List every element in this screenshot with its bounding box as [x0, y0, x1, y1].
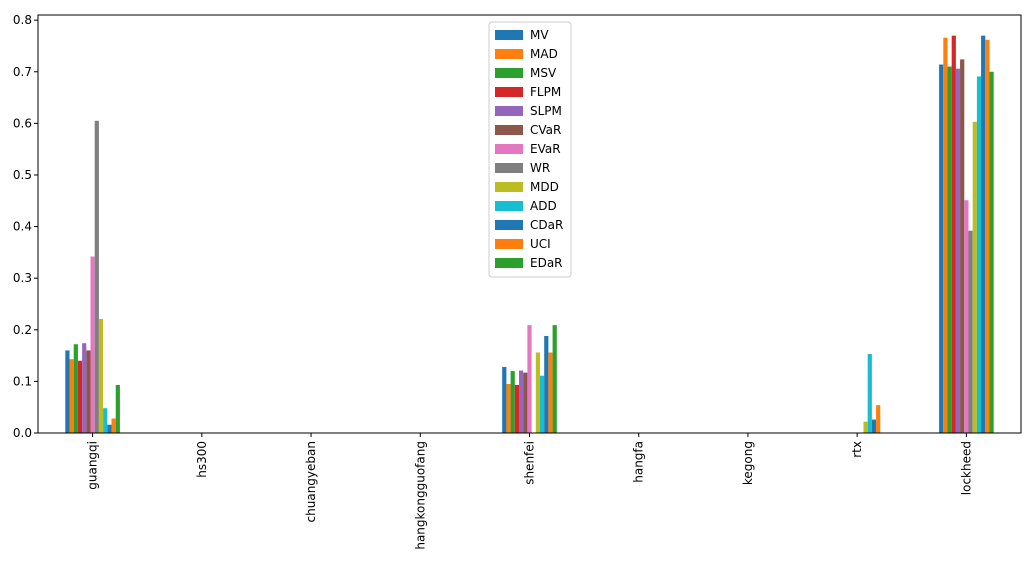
- x-tick-label-hangkongguofang: hangkongguofang: [413, 441, 427, 550]
- legend-label-mad: MAD: [530, 47, 558, 61]
- x-tick-label-guangqi: guangqi: [86, 441, 100, 490]
- y-axis: 0.0 0.1 0.2 0.3 0.4 0.5 0.6 0.7 0.8: [13, 13, 38, 440]
- y-tick-label: 0.1: [13, 374, 32, 388]
- bar-add-guangqi: [103, 408, 108, 433]
- bar-evar-shenfei: [527, 325, 532, 433]
- bar-flpm-shenfei: [514, 385, 519, 433]
- legend: MV MAD MSV FLPM SLPM CVaR EVaR WR MDD ADD CDaR UCI E…: [488, 21, 572, 278]
- legend-swatch-cdar: [495, 220, 523, 230]
- y-tick-label: 0.2: [13, 323, 32, 337]
- plot-frame: [37, 14, 1022, 434]
- legend-swatch-msv: [495, 68, 523, 78]
- bar-edar-guangqi: [115, 385, 120, 433]
- legend-swatch-mv: [495, 30, 523, 40]
- y-tick-label: 0.3: [13, 271, 32, 285]
- y-tick-label: 0.5: [13, 168, 32, 182]
- x-tick-label-kegong: kegong: [741, 441, 755, 485]
- y-tick-label: 0.4: [13, 220, 32, 234]
- bars-group: [65, 35, 994, 434]
- legend-label-cdar: CDaR: [530, 218, 563, 232]
- bar-slpm-shenfei: [519, 370, 524, 433]
- legend-label-edar: EDaR: [530, 256, 563, 270]
- bar-cvar-guangqi: [86, 350, 91, 433]
- bar-uci-shenfei: [548, 352, 553, 433]
- bar-cdar-shenfei: [544, 335, 549, 433]
- legend-label-msv: MSV: [530, 66, 557, 80]
- bar-mv-guangqi: [65, 350, 70, 433]
- legend-swatch-flpm: [495, 87, 523, 97]
- bar-uci-lockheed: [985, 39, 990, 434]
- y-tick-label: 0.0: [13, 426, 32, 440]
- bar-mdd-shenfei: [535, 352, 540, 433]
- legend-label-mv: MV: [530, 28, 549, 42]
- legend-swatch-mdd: [495, 182, 523, 192]
- x-tick-label-rtx: rtx: [850, 441, 864, 458]
- legend-swatch-uci: [495, 239, 523, 249]
- bar-evar-lockheed: [964, 200, 969, 433]
- bar-uci-rtx: [876, 405, 881, 433]
- bar-flpm-lockheed: [951, 35, 956, 433]
- legend-label-wr: WR: [530, 161, 550, 175]
- bar-msv-lockheed: [947, 66, 952, 433]
- bar-msv-shenfei: [510, 371, 515, 433]
- bar-cvar-lockheed: [960, 59, 965, 433]
- bar-uci-guangqi: [111, 418, 116, 433]
- bar-cdar-rtx: [871, 419, 877, 433]
- bar-add-lockheed: [976, 76, 982, 433]
- bar-mv-lockheed: [939, 64, 944, 433]
- bar-slpm-guangqi: [82, 343, 87, 433]
- legend-label-slpm: SLPM: [530, 104, 562, 118]
- bar-mdd-lockheed: [972, 121, 977, 433]
- legend-swatch-evar: [495, 144, 523, 154]
- bar-add-shenfei: [540, 375, 545, 433]
- bar-mv-shenfei: [502, 366, 507, 433]
- bar-msv-guangqi: [73, 344, 78, 433]
- bar-mad-shenfei: [506, 383, 511, 433]
- y-tick-label: 0.8: [13, 13, 32, 27]
- bar-edar-lockheed: [989, 71, 994, 434]
- x-tick-label-hangfa: hangfa: [632, 441, 646, 483]
- legend-label-mdd: MDD: [530, 180, 559, 194]
- bar-mdd-rtx: [863, 421, 868, 433]
- x-tick-label-lockheed: lockheed: [959, 441, 973, 495]
- legend-label-cvar: CVaR: [530, 123, 561, 137]
- bar-mad-guangqi: [69, 359, 74, 433]
- bar-add-rtx: [867, 354, 872, 433]
- legend-label-add: ADD: [530, 199, 557, 213]
- bar-wr-lockheed: [968, 230, 973, 433]
- bar-cvar-shenfei: [523, 372, 528, 433]
- legend-label-uci: UCI: [530, 237, 551, 251]
- legend-box: [488, 21, 572, 278]
- legend-label-flpm: FLPM: [530, 85, 561, 99]
- bar-slpm-lockheed: [955, 68, 961, 434]
- y-tick-label: 0.6: [13, 116, 32, 130]
- legend-swatch-add: [495, 201, 523, 211]
- x-tick-label-hs300: hs300: [195, 441, 209, 478]
- x-tick-label-shenfei: shenfei: [523, 441, 537, 485]
- bar-wr-guangqi: [94, 120, 99, 433]
- x-tick-label-chuangyeban: chuangyeban: [304, 441, 318, 522]
- legend-swatch-cvar: [495, 125, 523, 135]
- legend-swatch-slpm: [495, 106, 523, 116]
- legend-label-evar: EVaR: [530, 142, 561, 156]
- bar-evar-guangqi: [90, 256, 95, 433]
- bar-edar-shenfei: [552, 325, 557, 433]
- y-tick-label: 0.7: [13, 65, 32, 79]
- legend-swatch-edar: [495, 258, 523, 268]
- x-axis: guangqi hs300 chuangyeban hangkongguofang sh…: [86, 433, 973, 550]
- bar-cdar-lockheed: [981, 35, 986, 433]
- bar-mad-lockheed: [943, 37, 948, 434]
- bar-mdd-guangqi: [98, 318, 104, 433]
- bar-cdar-guangqi: [107, 424, 112, 433]
- legend-swatch-wr: [495, 163, 523, 173]
- legend-swatch-mad: [495, 49, 523, 59]
- bar-flpm-guangqi: [77, 360, 83, 433]
